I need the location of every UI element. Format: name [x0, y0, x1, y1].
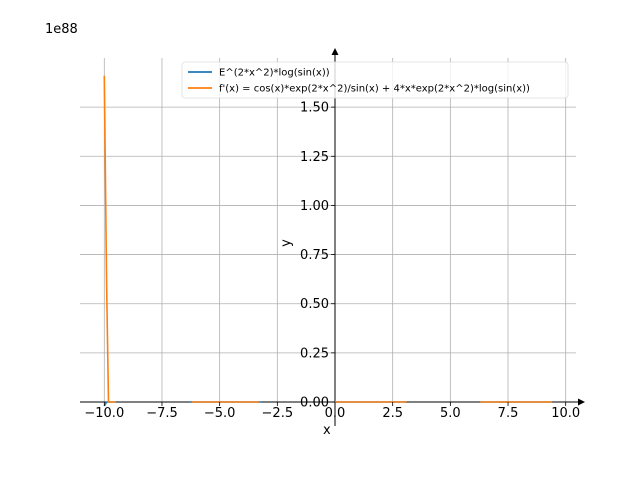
- x-tick-label: 0.0: [325, 406, 346, 421]
- y-axis-arrow: [331, 48, 339, 55]
- series-line-2: [103, 75, 116, 403]
- x-tick-label: 7.5: [498, 406, 519, 421]
- legend-box: [181, 61, 569, 99]
- x-tick-label: −5.0: [204, 406, 236, 421]
- x-tick-label: −2.5: [262, 406, 294, 421]
- legend-label: f'(x) = cos(x)*exp(2*x^2)/sin(x) + 4*x*e…: [219, 84, 530, 95]
- legend-label: E^(2*x^2)*log(sin(x)): [219, 68, 330, 79]
- y-tick-label: 0.75: [300, 248, 329, 263]
- x-axis-label: x: [323, 423, 331, 438]
- x-tick-label: −10.0: [84, 406, 124, 421]
- series-lines: [103, 75, 552, 407]
- y-tick-label: 1.50: [300, 101, 329, 116]
- y-tick-label: 1.00: [300, 199, 329, 214]
- x-axis-arrow: [578, 398, 585, 406]
- y-tick-label: 0.50: [300, 297, 329, 312]
- y-axis-label: y: [279, 239, 294, 247]
- tick-labels: −10.0 −7.5 −5.0 −2.5 0.0 2.5 5.0 7.5 10.0 0.00 0.2…: [84, 101, 580, 421]
- y-tick-label: 0.00: [300, 396, 329, 411]
- x-tick-label: 5.0: [440, 406, 461, 421]
- y-tick-label: 1.25: [300, 150, 329, 165]
- x-tick-label: 10.0: [551, 406, 580, 421]
- legend: E^(2*x^2)*log(sin(x)) f'(x) = cos(x)*exp(…: [181, 61, 569, 99]
- x-tick-label: −7.5: [146, 406, 178, 421]
- y-scale-label: 1e88: [45, 22, 78, 37]
- y-tick-label: 0.25: [300, 346, 329, 361]
- x-tick-label: 2.5: [382, 406, 403, 421]
